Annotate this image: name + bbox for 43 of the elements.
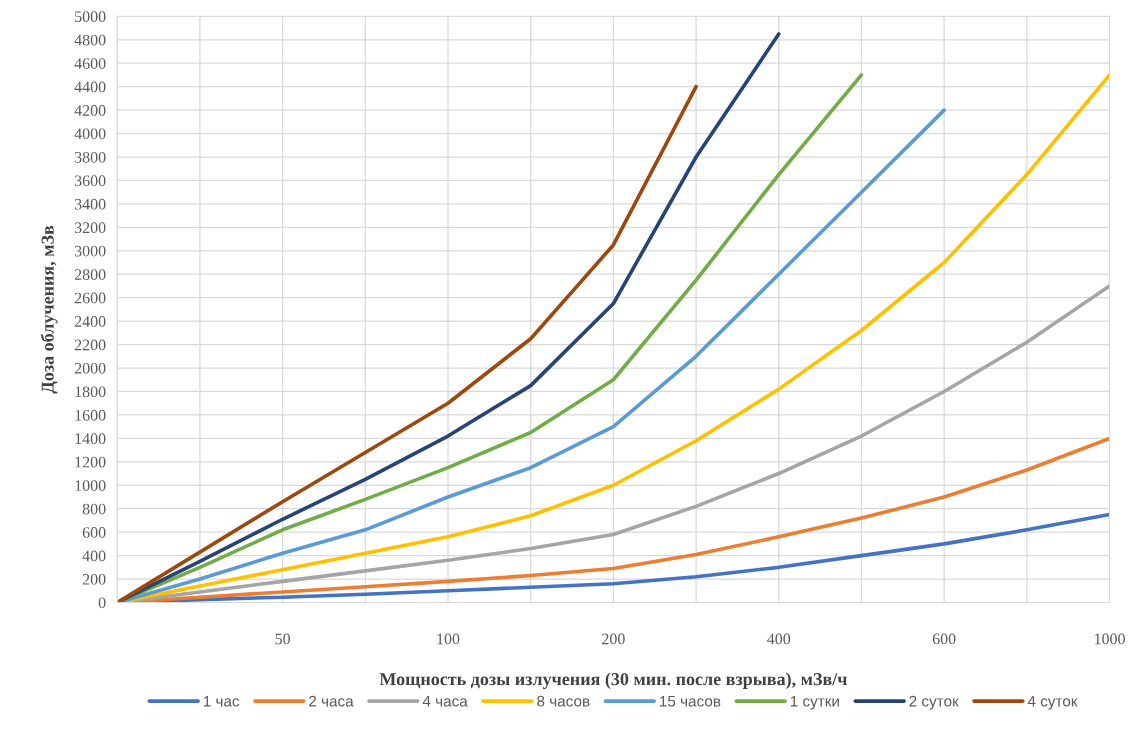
legend-label: 8 часов [537, 695, 590, 707]
x-axis-title: Мощность дозы излучения (30 мин. после взрыва), мЗв/ч [379, 672, 847, 689]
y-tick-label: 3600 [74, 175, 106, 187]
legend-label: 2 суток [909, 695, 959, 710]
legend-label: 1 час [203, 695, 240, 707]
y-tick-label: 3800 [74, 151, 106, 163]
y-tick-label: 2200 [74, 339, 106, 351]
y-tick-label: 3400 [74, 198, 106, 210]
y-tick-label: 3000 [74, 245, 106, 257]
legend-label: 4 часа [422, 695, 468, 707]
y-tick-label: 200 [82, 573, 106, 585]
x-tick-label: 400 [767, 633, 791, 645]
y-tick-label: 800 [82, 503, 106, 515]
y-tick-label: 4000 [74, 128, 106, 140]
y-tick-label: 1400 [75, 433, 106, 445]
y-tick-label: 400 [82, 550, 106, 562]
y-tick-label: 2600 [74, 292, 106, 304]
y-tick-label: 1200 [75, 456, 106, 468]
y-tick-label: 2800 [74, 269, 106, 280]
y-tick-label: 3200 [74, 222, 106, 234]
y-tick-label: 4800 [74, 34, 106, 46]
y-axis-title: Доза облучения, мЗв [40, 225, 58, 394]
line-series [117, 84, 698, 603]
x-tick-label: 50 [275, 633, 290, 645]
legend-label: 4 суток [1027, 695, 1078, 710]
x-tick-label: 200 [602, 633, 625, 645]
legend-label: 2 часа [309, 695, 354, 707]
y-tick-label: 1800 [75, 386, 106, 398]
x-tick-label: 100 [437, 633, 460, 645]
y-tick-label: 4600 [74, 58, 106, 69]
y-tick-label: 1600 [75, 409, 106, 421]
y-tick-label: 2400 [74, 316, 106, 327]
y-tick-label: 4200 [74, 105, 106, 116]
y-tick-label: 600 [82, 527, 106, 538]
legend-label: 15 часов [660, 695, 721, 707]
y-tick-label: 4400 [74, 81, 106, 93]
x-tick-label: 600 [932, 633, 956, 645]
y-tick-label: 5000 [75, 11, 106, 23]
y-tick-label: 2000 [74, 362, 106, 374]
y-tick-label: 1000 [75, 480, 106, 491]
y-tick-label: 0 [98, 597, 106, 609]
legend-label: 1 сутки [790, 695, 839, 710]
x-tick-label: 1000 [1094, 633, 1125, 645]
